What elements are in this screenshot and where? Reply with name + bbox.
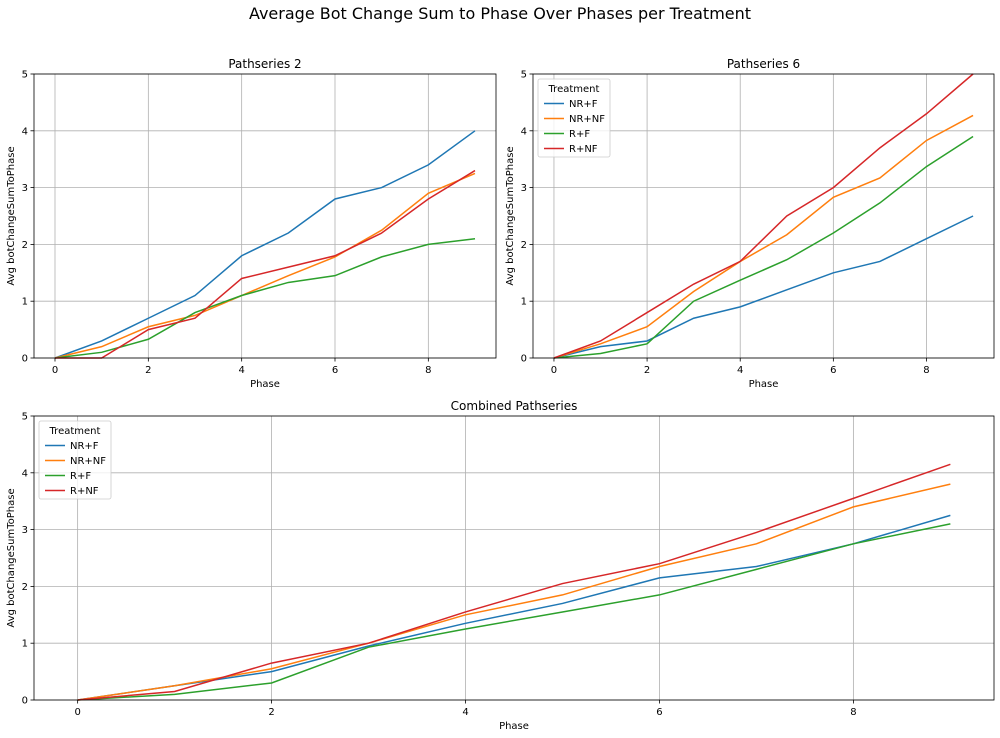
series-line-r-plus-nf [55, 169, 476, 359]
x-tick-label: 0 [74, 707, 80, 718]
y-tick-label: 4 [521, 126, 527, 137]
legend-box [38, 420, 112, 500]
legend-title: Treatment [49, 426, 101, 437]
legend: Treatment NR+F NR+NF R+F R+NF [38, 420, 112, 500]
series-line-nr-plus-f [54, 130, 476, 359]
y-axis-label: Avg botChangeSumToPhase [6, 146, 17, 285]
legend-label: R+F [569, 129, 590, 140]
figure-title: Average Bot Change Sum to Phase Over Pha… [249, 4, 751, 23]
y-tick-label: 3 [521, 183, 527, 194]
y-tick-label: 5 [22, 412, 28, 423]
x-tick-label: 6 [332, 365, 338, 376]
y-tick-label: 3 [22, 525, 28, 536]
legend: Treatment NR+F NR+NF R+F R+NF [537, 78, 611, 158]
x-tick-label: 6 [656, 707, 662, 718]
y-axis-label: Avg botChangeSumToPhase [505, 146, 516, 285]
series-line-r-plus-f [553, 135, 974, 359]
x-tick-label: 2 [268, 707, 274, 718]
y-tick-label: 5 [22, 70, 28, 81]
y-tick-label: 2 [22, 582, 28, 593]
y-axis-label: Avg botChangeSumToPhase [6, 488, 17, 627]
y-tick-label: 4 [22, 468, 28, 479]
y-tick-label: 1 [22, 639, 28, 650]
y-tick-label: 3 [22, 183, 28, 194]
series-line-r-plus-nf [553, 73, 974, 359]
legend-title: Treatment [548, 84, 600, 95]
legend-label: NR+NF [569, 114, 605, 125]
x-tick-label: 6 [830, 365, 836, 376]
series-line-nr-plus-nf [553, 114, 974, 359]
y-tick-label: 1 [521, 297, 527, 308]
legend-label: R+F [70, 471, 91, 482]
y-tick-label: 5 [521, 70, 527, 81]
y-tick-label: 0 [22, 354, 28, 365]
chart-panel-2: 0 2 4 6 8 0 1 2 3 4 5 Pathseries 6 Phase Avg botChang… [505, 57, 995, 390]
axes-frame [33, 73, 497, 359]
series-line-r-plus-f [77, 523, 951, 701]
series-line-nr-plus-f [77, 514, 951, 701]
y-tick-label: 2 [521, 240, 527, 251]
series-line-r-plus-nf [77, 463, 951, 701]
series-line-r-plus-f [54, 237, 476, 359]
chart-title: Combined Pathseries [451, 399, 578, 413]
legend-label: NR+F [569, 99, 598, 110]
axes-frame [33, 415, 995, 701]
x-tick-label: 2 [145, 365, 151, 376]
legend-label: NR+F [70, 441, 99, 452]
x-axis-label: Phase [749, 379, 779, 390]
y-tick-label: 4 [22, 126, 28, 137]
y-tick-label: 0 [521, 354, 527, 365]
plot-area: 0 2 4 6 8 0 1 2 3 4 5 Pathseries 2 Phase Avg botChang… [6, 57, 995, 732]
chart-panel-1: 0 2 4 6 8 0 1 2 3 4 5 Pathseries 2 Phase Avg botChang… [6, 57, 497, 390]
x-tick-label: 4 [238, 365, 244, 376]
y-tick-label: 1 [22, 297, 28, 308]
x-tick-label: 4 [462, 707, 468, 718]
x-tick-label: 8 [425, 365, 431, 376]
legend-label: R+NF [569, 144, 598, 155]
axes-frame [532, 73, 995, 359]
chart-title: Pathseries 2 [228, 57, 301, 71]
x-tick-label: 2 [644, 365, 650, 376]
series-line-nr-plus-f [553, 215, 974, 359]
x-tick-label: 0 [52, 365, 58, 376]
x-tick-label: 4 [737, 365, 743, 376]
legend-label: R+NF [70, 486, 99, 497]
x-axis-label: Phase [250, 379, 280, 390]
y-tick-label: 2 [22, 240, 28, 251]
chart-title: Pathseries 6 [727, 57, 800, 71]
x-axis-label: Phase [499, 721, 529, 732]
chart-panel-3: 0 2 4 6 8 0 1 2 3 4 5 Combined Pathseries Phase Avg b… [6, 399, 995, 732]
x-tick-label: 8 [923, 365, 929, 376]
x-tick-label: 0 [551, 365, 557, 376]
legend-label: NR+NF [70, 456, 106, 467]
legend-box [537, 78, 611, 158]
x-tick-label: 8 [850, 707, 856, 718]
series-line-nr-plus-nf [54, 172, 476, 359]
y-tick-label: 0 [22, 696, 28, 707]
